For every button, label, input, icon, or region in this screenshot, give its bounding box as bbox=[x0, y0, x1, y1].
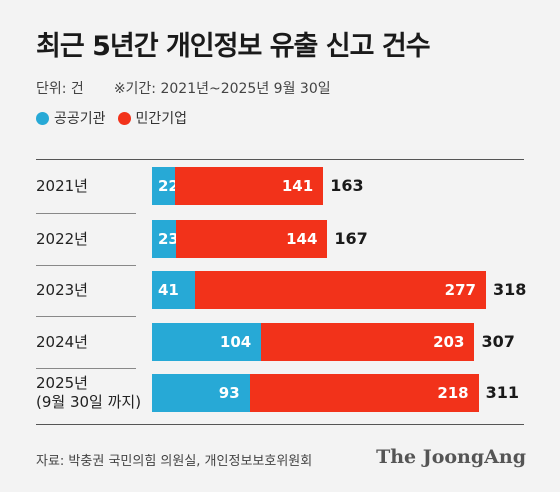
category-label: 2021년 bbox=[36, 177, 146, 196]
bar-segment-private: 277 bbox=[195, 271, 486, 309]
bar-segment-public: 41 bbox=[152, 271, 196, 309]
publisher-logo: The JoongAng bbox=[376, 446, 526, 468]
unit-note: 단위: 건 bbox=[36, 81, 84, 97]
chart-subtitle: 단위: 건 ※기간: 2021년~2025년 9월 30일 bbox=[36, 78, 331, 98]
total-label: 167 bbox=[334, 229, 368, 248]
category-label-line: 2023년 bbox=[36, 280, 88, 299]
data-label: 203 bbox=[433, 333, 465, 351]
bar-segment-public: 93 bbox=[152, 374, 250, 412]
data-label: 23 bbox=[158, 230, 179, 248]
legend: 공공기관 민간기업 bbox=[36, 108, 199, 128]
data-label: 22 bbox=[158, 177, 179, 195]
data-label: 41 bbox=[158, 281, 179, 299]
period-note: ※기간: 2021년~2025년 9월 30일 bbox=[113, 81, 331, 97]
data-label: 144 bbox=[286, 230, 318, 248]
category-label-line: 2022년 bbox=[36, 229, 88, 248]
data-label: 141 bbox=[281, 177, 314, 195]
bar-segment-private: 141 bbox=[175, 167, 324, 205]
bar-segment-public: 104 bbox=[152, 323, 262, 361]
category-label-line: 2025년 bbox=[36, 374, 88, 392]
total-label: 163 bbox=[330, 176, 364, 195]
legend-item-private: 민간기업 bbox=[117, 108, 188, 128]
data-label: 277 bbox=[444, 281, 476, 299]
category-label: 2025년 (9월 30일 까지) bbox=[36, 374, 146, 412]
legend-private-label: 민간기업 bbox=[135, 111, 188, 127]
chart-bottom-rule bbox=[36, 424, 524, 425]
bar-segment-public: 22 bbox=[152, 167, 179, 205]
chart-top-rule bbox=[36, 159, 524, 160]
legend-public-label: 공공기관 bbox=[54, 111, 106, 127]
legend-public-swatch bbox=[36, 111, 49, 125]
category-label-line: 2021년 bbox=[36, 176, 88, 195]
bar-segment-private: 144 bbox=[176, 220, 328, 258]
category-label-line: (9월 30일 까지) bbox=[36, 393, 142, 411]
chart-title: 최근 5년간 개인정보 유출 신고 건수 bbox=[36, 31, 431, 62]
category-label-line: 2024년 bbox=[36, 332, 88, 351]
bar-segment-private: 203 bbox=[261, 323, 475, 361]
data-label: 93 bbox=[218, 384, 240, 402]
total-label: 307 bbox=[481, 332, 515, 351]
bar-segment-public: 23 bbox=[152, 220, 179, 258]
legend-private-swatch bbox=[117, 111, 131, 125]
row-separator bbox=[36, 212, 136, 214]
row-separator bbox=[36, 367, 136, 369]
row-separator bbox=[36, 316, 136, 317]
legend-item-public: 공공기관 bbox=[36, 108, 106, 128]
total-label: 318 bbox=[493, 280, 527, 299]
row-separator bbox=[36, 264, 136, 266]
data-label: 104 bbox=[219, 333, 252, 351]
source-note: 자료: 박충권 국민의힘 의원실, 개인정보보호위원회 bbox=[36, 454, 313, 469]
category-label: 2024년 bbox=[36, 333, 146, 352]
category-label: 2022년 bbox=[36, 230, 146, 249]
category-label: 2023년 bbox=[36, 281, 146, 300]
total-label: 311 bbox=[485, 383, 520, 402]
data-label: 218 bbox=[437, 384, 469, 402]
bar-segment-private: 218 bbox=[249, 374, 479, 412]
